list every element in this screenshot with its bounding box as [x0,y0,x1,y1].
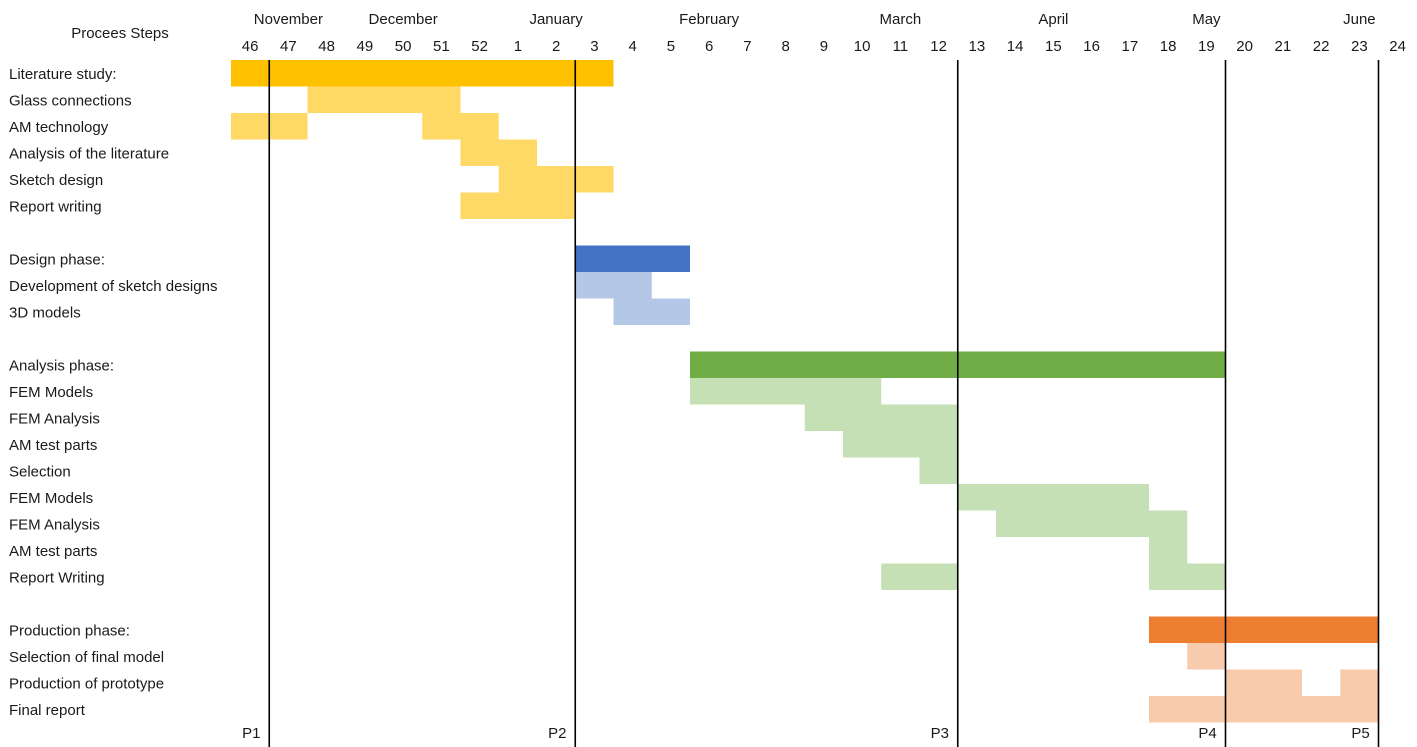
task-bar [498,166,614,193]
task-label: FEM Analysis [9,517,100,534]
milestone-lines-layer [268,60,1380,747]
task-label: Sketch design [9,172,103,189]
task-label: AM technology [9,119,109,136]
task-label: 3D models [9,305,81,322]
week-label: 6 [705,38,713,55]
task-label: AM test parts [9,437,97,454]
task-bar [881,563,958,590]
milestone-labels: P1 P2 P3 P4 P5 [242,725,1370,742]
task-label: FEM Models [9,490,93,507]
week-label: 10 [854,38,871,55]
milestone-label: P3 [931,725,949,742]
task-bar [1149,537,1188,564]
week-label: 19 [1198,38,1215,55]
week-label: 24 [1389,38,1406,55]
task-bar [1187,643,1226,670]
task-bar [575,272,652,299]
month-label: June [1343,11,1376,28]
week-label: 13 [969,38,986,55]
task-bar [422,113,499,140]
chart-header: Procees Steps [71,25,169,42]
task-label: AM test parts [9,543,97,560]
task-label: Literature study: [9,66,117,83]
week-label: 7 [743,38,751,55]
week-label: 46 [242,38,259,55]
task-bar [1149,563,1226,590]
task-label: Report writing [9,199,102,216]
week-label: 47 [280,38,297,55]
month-label: May [1192,11,1221,28]
week-label: 2 [552,38,560,55]
task-label: Production phase: [9,623,130,640]
phase-bar [231,60,614,87]
month-label: March [880,11,922,28]
week-label: 22 [1313,38,1330,55]
week-label: 4 [628,38,636,55]
week-label: 15 [1045,38,1062,55]
week-label: 16 [1083,38,1100,55]
task-bar [843,431,958,458]
month-label: November [254,11,323,28]
task-bar [613,298,690,325]
week-label: 1 [514,38,522,55]
task-label: Analysis of the literature [9,146,169,163]
week-label: 21 [1275,38,1292,55]
week-label: 5 [667,38,675,55]
task-bar [996,510,1188,537]
task-bar [804,404,958,431]
phase-bar [575,245,690,272]
task-label: Development of sketch designs [9,278,217,295]
task-bar [957,484,1149,511]
task-label: Production of prototype [9,676,164,693]
month-label: January [529,11,583,28]
task-bar [690,378,882,405]
task-labels: Literature study: Glass connections AM tec… [9,66,217,719]
task-bar [1149,696,1379,723]
task-bar [460,139,537,166]
task-bar [1225,669,1302,696]
milestone-label: P2 [548,725,566,742]
week-label: 50 [395,38,412,55]
task-label: Glass connections [9,93,132,110]
week-label: 14 [1007,38,1024,55]
task-bar [919,457,958,484]
task-label: Final report [9,702,86,719]
task-label: FEM Analysis [9,411,100,428]
week-labels: 46 47 48 49 50 51 52 1 2 3 4 5 6 7 8 9 10 11 12 13 14 15 16 17 1… [242,38,1406,55]
milestone-label: P5 [1351,725,1369,742]
milestone-label: P4 [1198,725,1216,742]
task-label: Selection [9,464,71,481]
task-bar [1340,669,1379,696]
week-label: 8 [781,38,789,55]
milestone-label: P1 [242,725,260,742]
task-bar [460,192,576,219]
task-label: FEM Models [9,384,93,401]
week-label: 52 [471,38,488,55]
task-bar [307,86,461,113]
bars-layer [231,60,1379,723]
task-label: Selection of final model [9,649,164,666]
month-label: April [1038,11,1068,28]
phase-bar [1149,616,1379,643]
month-labels: November December January February March Apri… [254,11,1376,28]
week-label: 20 [1236,38,1253,55]
task-label: Analysis phase: [9,358,114,375]
week-label: 49 [357,38,374,55]
week-label: 9 [820,38,828,55]
month-label: February [679,11,740,28]
week-label: 11 [893,38,909,55]
week-label: 17 [1122,38,1139,55]
week-label: 12 [930,38,947,55]
week-label: 3 [590,38,598,55]
task-label: Report Writing [9,570,105,587]
week-label: 18 [1160,38,1177,55]
week-label: 23 [1351,38,1368,55]
month-label: December [369,11,438,28]
week-label: 51 [433,38,450,55]
week-label: 48 [318,38,335,55]
task-label: Design phase: [9,252,105,269]
